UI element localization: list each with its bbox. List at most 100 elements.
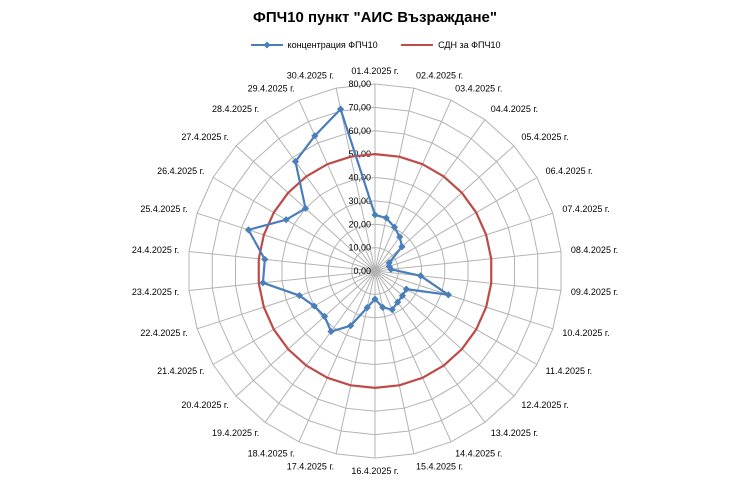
tick-label: 20,00 xyxy=(348,219,371,229)
data-point xyxy=(295,291,304,300)
data-point xyxy=(311,132,319,140)
category-label: 07.4.2025 г. xyxy=(562,204,609,214)
data-point xyxy=(291,157,300,166)
tick-label: 70,00 xyxy=(348,102,371,112)
data-point xyxy=(396,233,404,241)
category-label: 14.4.2025 г. xyxy=(455,449,502,459)
legend: концентрация ФПЧ10 СДН за ФПЧ10 xyxy=(0,39,750,50)
data-point xyxy=(416,272,425,280)
tick-label: 10,00 xyxy=(348,243,371,253)
category-label: 27.4.2025 г. xyxy=(181,132,228,142)
category-label: 02.4.2025 г. xyxy=(416,70,463,80)
data-point xyxy=(382,214,390,222)
data-point xyxy=(244,226,253,234)
grid-spoke xyxy=(374,270,554,330)
tick-label: 0,00 xyxy=(353,266,371,276)
grid-spoke xyxy=(374,270,486,423)
grid-spoke xyxy=(335,270,376,455)
category-label: 19.4.2025 г. xyxy=(212,428,259,438)
data-point xyxy=(379,303,387,311)
tick-label: 80,00 xyxy=(348,79,371,89)
category-label: 11.4.2025 г. xyxy=(546,366,593,376)
data-point xyxy=(398,243,406,251)
data-point xyxy=(387,265,395,273)
grid-spoke xyxy=(298,99,376,272)
data-point xyxy=(282,216,290,224)
category-label: 15.4.2025 г. xyxy=(416,462,463,472)
tick-label: 50,00 xyxy=(348,149,371,159)
grid-spoke xyxy=(235,270,376,397)
legend-label-concentration: концентрация ФПЧ10 xyxy=(287,39,378,50)
grid-spoke xyxy=(374,270,415,455)
category-label: 23.4.2025 г. xyxy=(132,287,179,297)
category-label: 24.4.2025 г. xyxy=(132,245,179,255)
grid-spoke xyxy=(374,99,452,272)
data-point xyxy=(321,312,329,320)
category-label: 05.4.2025 г. xyxy=(521,132,568,142)
category-label: 04.4.2025 г. xyxy=(491,104,538,114)
grid-spoke xyxy=(196,270,376,330)
category-label: 16.4.2025 г. xyxy=(351,466,398,476)
category-label: 20.4.2025 г. xyxy=(181,400,228,410)
grid-spoke xyxy=(374,177,538,272)
grid-spoke xyxy=(374,270,562,292)
data-point xyxy=(371,211,379,219)
tick-label: 30,00 xyxy=(348,196,371,206)
grid-spoke xyxy=(212,177,376,272)
data-point xyxy=(327,327,335,336)
data-point xyxy=(301,204,310,213)
grid-spoke xyxy=(374,145,515,272)
data-point xyxy=(347,322,355,330)
data-point xyxy=(259,279,267,287)
category-label: 26.4.2025 г. xyxy=(157,166,204,176)
grid-spoke xyxy=(264,270,376,423)
data-point xyxy=(390,223,399,231)
grid-spoke xyxy=(374,87,415,272)
data-point xyxy=(444,291,452,299)
grid-spoke xyxy=(188,270,376,292)
category-label: 17.4.2025 г. xyxy=(287,462,334,472)
category-label: 08.4.2025 г. xyxy=(571,245,618,255)
grid-spoke xyxy=(374,212,554,272)
legend-entry-limit: СДН за ФПЧ10 xyxy=(400,40,500,50)
category-label: 06.4.2025 г. xyxy=(546,166,593,176)
grid-spoke xyxy=(188,250,376,272)
grid-spoke xyxy=(374,270,538,365)
category-label: 12.4.2025 г. xyxy=(521,400,568,410)
category-label: 25.4.2025 г. xyxy=(140,204,187,214)
data-point xyxy=(388,306,396,314)
category-label: 10.4.2025 г. xyxy=(562,328,609,338)
grid-spoke xyxy=(374,270,515,397)
data-point xyxy=(336,105,345,113)
grid-spoke xyxy=(374,119,486,272)
category-label: 21.4.2025 г. xyxy=(157,366,204,376)
data-point xyxy=(394,298,402,306)
legend-label-limit: СДН за ФПЧ10 xyxy=(438,39,501,50)
data-point xyxy=(402,285,410,293)
category-label: 29.4.2025 г. xyxy=(248,83,295,93)
legend-entry-concentration: концентрация ФПЧ10 xyxy=(250,40,378,50)
legend-line-icon xyxy=(401,44,434,47)
grid-spoke xyxy=(264,119,376,272)
chart-title: ФПЧ10 пункт "АИС Възраждане" xyxy=(253,9,497,26)
category-label: 28.4.2025 г. xyxy=(212,104,259,114)
series-line xyxy=(257,153,493,389)
grid-spoke xyxy=(196,212,376,272)
tick-label: 60,00 xyxy=(348,126,371,136)
grid-spoke xyxy=(374,270,452,443)
category-label: 01.4.2025 г. xyxy=(351,66,398,76)
data-point xyxy=(398,292,407,300)
legend-line-marker-icon xyxy=(250,41,283,49)
data-point xyxy=(371,295,379,303)
data-point xyxy=(310,302,318,310)
category-label: 09.4.2025 г. xyxy=(571,287,618,297)
tick-label: 40,00 xyxy=(348,173,371,183)
data-point xyxy=(385,262,393,270)
category-label: 18.4.2025 г. xyxy=(248,449,295,459)
data-point xyxy=(261,255,269,264)
grid-spoke xyxy=(374,250,562,272)
category-label: 22.4.2025 г. xyxy=(140,328,187,338)
data-point xyxy=(363,303,371,312)
category-label: 30.4.2025 г. xyxy=(287,70,334,80)
